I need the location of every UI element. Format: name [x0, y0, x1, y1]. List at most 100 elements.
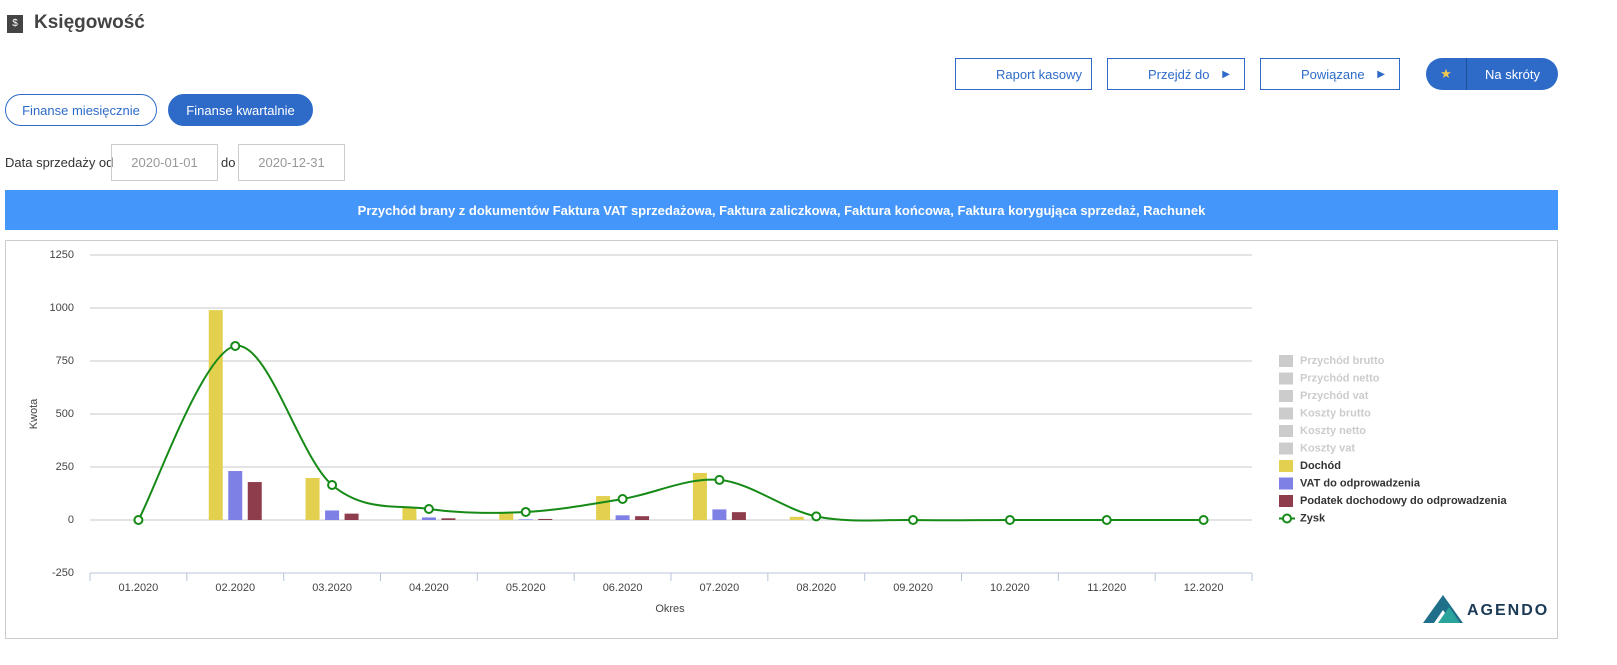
x-tick-label: 04.2020 [409, 582, 449, 594]
date-input[interactable]: 2020-01-01 [111, 144, 218, 181]
y-tick-label: 500 [56, 408, 74, 420]
point [1101, 515, 1112, 525]
point [520, 506, 531, 517]
point [714, 474, 725, 485]
legend-swatch [1279, 442, 1293, 455]
y-tick-label: 250 [56, 461, 74, 473]
point [327, 480, 338, 491]
point [811, 511, 822, 522]
point [423, 503, 434, 514]
arrow: ▶ [1222, 68, 1230, 80]
x-tick-label: 08.2020 [796, 582, 836, 594]
line [137, 344, 1204, 522]
y-tick-label: 1000 [50, 302, 74, 314]
bar [208, 310, 223, 520]
legend-swatch [1279, 390, 1293, 402]
legend-swatch [1279, 460, 1293, 472]
value: 2020-12-31 [258, 155, 325, 170]
legend-label: Podatek dochodowy do odprowadzenia [1300, 495, 1507, 507]
bar [731, 512, 746, 520]
legend-swatch [1279, 355, 1293, 367]
chart-frame [5, 240, 1558, 639]
label: Powiązane [1301, 66, 1365, 82]
label: Raport kasowy [996, 66, 1082, 82]
tab-active[interactable]: Finanse kwartalnie [168, 94, 313, 126]
bar [228, 471, 243, 520]
bar [325, 510, 340, 520]
logo-text: AGENDO [1467, 602, 1549, 619]
logo: AGENDO [1423, 595, 1549, 623]
legend-label: Dochód [1300, 460, 1341, 472]
x-tick-label: 05.2020 [506, 582, 546, 594]
y-tick-label: 0 [68, 514, 74, 526]
legend-label: Przychód vat [1300, 390, 1369, 402]
legend-swatch [1279, 477, 1293, 490]
bar [635, 516, 650, 520]
point [1004, 515, 1015, 525]
bar [402, 507, 417, 520]
legend-swatch [1279, 372, 1293, 385]
value: 2020-01-01 [131, 155, 198, 170]
arrow: ▶ [1377, 68, 1385, 80]
x-tick-label: 11.2020 [1087, 582, 1126, 594]
bar [305, 478, 320, 520]
shortcut-button[interactable]: ★ Na skróty [1426, 58, 1558, 90]
action-button[interactable]: Przejdź do ▶ [1107, 58, 1245, 90]
x-tick-label: 02.2020 [215, 582, 255, 594]
action-button[interactable]: Powiązane ▶ [1260, 58, 1400, 90]
bar [441, 518, 456, 520]
legend-label: Koszty netto [1300, 425, 1366, 437]
legend-label: Koszty brutto [1300, 407, 1371, 419]
x-tick-label: 12.2020 [1184, 582, 1224, 594]
point [230, 340, 241, 351]
bar [789, 516, 804, 520]
page-title: Księgowość [34, 12, 145, 33]
legend-swatch [1279, 407, 1293, 420]
legend-swatch [1279, 425, 1293, 437]
x-tick-label: 06.2020 [603, 582, 643, 594]
header-icon: $ [7, 15, 23, 33]
y-tick-label: -250 [52, 567, 74, 579]
bar [596, 496, 611, 520]
bar [344, 513, 359, 520]
tab[interactable]: Finanse miesięcznie [5, 94, 157, 126]
x-tick-label: 10.2020 [990, 582, 1030, 594]
x-axis-title: Okres [655, 603, 685, 615]
y-tick-label: 1250 [50, 249, 74, 261]
date-input[interactable]: 2020-12-31 [238, 144, 345, 181]
info-banner: Przychód brany z dokumentów Faktura VAT … [5, 190, 1558, 230]
bar [538, 518, 553, 520]
legend-label: Koszty vat [1300, 442, 1355, 454]
point [908, 515, 919, 525]
action-button[interactable]: Raport kasowy [955, 58, 1092, 90]
label: Przejdź do [1148, 66, 1210, 82]
x-tick-label: 01.2020 [119, 582, 159, 594]
legend-label: VAT do odprowadzenia [1300, 477, 1421, 489]
legend-swatch [1279, 495, 1293, 507]
x-tick-label: 03.2020 [312, 582, 352, 594]
legend-label: Przychód netto [1300, 372, 1380, 384]
point [133, 515, 144, 525]
bar [615, 515, 630, 520]
bar [712, 509, 727, 520]
legend-swatch [1282, 513, 1292, 524]
bar [247, 482, 262, 520]
label: Finanse kwartalnie [186, 102, 295, 118]
banner-text: Przychód brany z dokumentów Faktura VAT … [357, 202, 1206, 218]
y-axis-title: Kwota [28, 398, 40, 429]
bar [518, 519, 533, 520]
bar [692, 472, 707, 520]
legend-label: Zysk [1300, 512, 1326, 524]
star-icon: ★ [1426, 58, 1467, 90]
logo-mark [1438, 607, 1460, 623]
filter-label: do [221, 155, 236, 170]
bar [499, 511, 514, 520]
filter-label: Data sprzedaży od [5, 155, 114, 170]
label: Finanse miesięcznie [22, 102, 140, 118]
legend-label: Przychód brutto [1300, 355, 1385, 367]
x-tick-label: 07.2020 [700, 582, 740, 594]
bar [421, 517, 436, 520]
point [1198, 515, 1209, 525]
